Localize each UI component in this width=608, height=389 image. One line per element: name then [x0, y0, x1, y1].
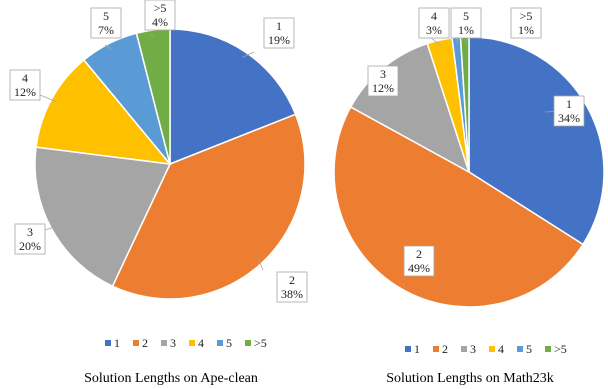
- slice-category-label: 4: [431, 9, 437, 23]
- legend-swatch: [433, 346, 439, 352]
- legend-swatch: [161, 340, 167, 346]
- legend-label: 3: [470, 342, 476, 356]
- slice-value-label: 12%: [372, 81, 394, 95]
- legend-swatch: [461, 346, 467, 352]
- callout-leader: [429, 36, 442, 47]
- legend-swatch: [545, 346, 551, 352]
- slice-value-label: 38%: [281, 287, 303, 301]
- slice-value-label: 20%: [19, 239, 41, 253]
- pie-slice-2: [333, 105, 585, 308]
- callout-label: 51%: [450, 7, 482, 44]
- slice-value-label: 3%: [426, 23, 442, 37]
- callout-box: [367, 65, 399, 97]
- chart-title: Solution Lengths on Ape-clean: [84, 371, 258, 386]
- callout-box: [90, 7, 122, 39]
- pie-slice-4: [35, 58, 172, 165]
- slice-category-label: 5: [103, 9, 109, 23]
- slice-category-label: 1: [276, 19, 282, 33]
- slice-category-label: 2: [289, 273, 295, 287]
- callout-label: >51%: [464, 7, 542, 44]
- callout-leader: [257, 257, 264, 271]
- legend-label: >5: [254, 336, 267, 350]
- callout-leader: [464, 37, 469, 44]
- legend-label: 4: [198, 336, 204, 350]
- slice-category-label: 4: [22, 71, 28, 85]
- callout-leader: [104, 44, 112, 50]
- slice-value-label: 19%: [268, 33, 290, 47]
- callout-box: [14, 223, 46, 255]
- slice-value-label: 4%: [152, 15, 168, 29]
- chart-title: Solution Lengths on Math23k: [386, 371, 554, 386]
- pie-slice-2: [111, 113, 306, 300]
- slice-value-label: 1%: [458, 23, 474, 37]
- pie-slice-1: [468, 36, 605, 246]
- legend-label: 2: [442, 342, 448, 356]
- callout-leader: [402, 282, 405, 287]
- pie-slice-1: [169, 28, 297, 166]
- callout-label: 238%: [257, 257, 308, 303]
- slice-category-label: 5: [463, 9, 469, 23]
- callout-box: [403, 245, 435, 277]
- callout-label: 57%: [90, 7, 122, 50]
- callout-label: >54%: [144, 0, 176, 37]
- pie-slice-3: [34, 146, 172, 288]
- legend-swatch: [489, 346, 495, 352]
- legend-swatch: [133, 340, 139, 346]
- legend-swatch: [517, 346, 523, 352]
- slice-category-label: 3: [27, 225, 33, 239]
- callout-box: [553, 95, 585, 127]
- slice-category-label: >5: [154, 1, 167, 15]
- callout-box: [263, 17, 295, 49]
- legend-swatch: [245, 340, 251, 346]
- callout-label: 134%: [544, 95, 585, 127]
- callout-label: 249%: [402, 245, 435, 287]
- callout-leader: [242, 51, 255, 58]
- slice-value-label: 34%: [558, 111, 580, 125]
- slice-value-label: 1%: [518, 23, 534, 37]
- legend-swatch: [217, 340, 223, 346]
- callout-box: [9, 69, 41, 101]
- callout-label: 320%: [14, 223, 58, 255]
- slice-category-label: 3: [380, 67, 386, 81]
- callout-box: [450, 7, 482, 39]
- callout-leader: [39, 94, 58, 103]
- legend-label: 5: [526, 342, 532, 356]
- legend-swatch: [405, 346, 411, 352]
- slice-category-label: 2: [416, 247, 422, 261]
- slice-category-label: >5: [520, 9, 533, 23]
- legend: 1 2 3 4 5 >5: [105, 336, 267, 350]
- legend-label: 4: [498, 342, 504, 356]
- callout-label: 119%: [242, 17, 295, 58]
- legend-label: 1: [114, 336, 120, 350]
- slice-value-label: 7%: [98, 23, 114, 37]
- slice-category-label: 1: [566, 97, 572, 111]
- legend-label: >5: [554, 342, 567, 356]
- slice-value-label: 49%: [408, 261, 430, 275]
- callout-box: [276, 271, 308, 303]
- legend-swatch: [189, 340, 195, 346]
- legend-label: 3: [170, 336, 176, 350]
- legend-label: 5: [226, 336, 232, 350]
- legend-label: 2: [142, 336, 148, 350]
- callout-box: [418, 7, 450, 39]
- callout-label: 43%: [418, 7, 450, 47]
- legend-label: 1: [414, 342, 420, 356]
- callout-label: 312%: [367, 65, 399, 98]
- slice-value-label: 12%: [14, 85, 36, 99]
- legend: 1 2 3 4 5 >5: [405, 342, 567, 356]
- callout-box: [510, 7, 542, 39]
- callout-leader: [150, 34, 154, 37]
- callout-label: 412%: [9, 69, 58, 103]
- callout-box: [144, 0, 176, 31]
- legend-swatch: [105, 340, 111, 346]
